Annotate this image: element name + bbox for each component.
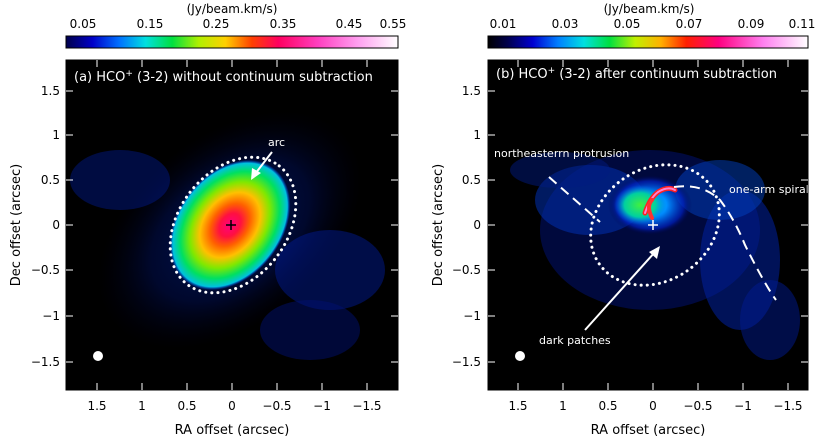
right-cbar-tick: 0.05 — [614, 17, 641, 31]
right-colorbar — [487, 35, 809, 49]
right-ytick: −0.5 — [452, 263, 481, 277]
right-ytick: −1.5 — [452, 355, 481, 369]
left-ytick: −0.5 — [31, 263, 60, 277]
left-ytick: 0 — [52, 218, 60, 232]
right-cbar-tick: 0.07 — [676, 17, 703, 31]
right-protrusion-dashed-line — [548, 176, 601, 223]
right-beam-ellipse — [515, 351, 525, 361]
left-ytick: −1.5 — [31, 355, 60, 369]
right-ylabel: Dec offset (arcsec) — [431, 164, 446, 286]
left-cbar-tick: 0.05 — [70, 17, 97, 31]
left-cbar-tick: 0.45 — [336, 17, 363, 31]
right-ytick: 0.5 — [462, 173, 481, 187]
right-xtick: 0 — [649, 399, 657, 413]
left-colorbar — [65, 35, 399, 49]
right-cbar-tick: 0.09 — [738, 17, 765, 31]
right-ytick-labels: 1.5 1 0.5 0 −0.5 −1 −1.5 — [452, 84, 481, 369]
left-beam-ellipse — [93, 351, 103, 361]
right-xtick: 1.5 — [508, 399, 527, 413]
right-colorbar-unit: (Jy/beam.km/s) — [604, 2, 695, 16]
left-panel: (Jy/beam.km/s) 0.05 0.15 0.25 0.35 0.45 … — [9, 2, 407, 438]
left-disk-outline — [168, 155, 298, 295]
right-xtick: −0.5 — [683, 399, 712, 413]
left-panel-title: (a) HCO+ (3-2) without continuum subtrac… — [74, 69, 373, 85]
right-protrusion-label: northeasterrn protrusion — [494, 147, 629, 160]
left-cbar-tick: 0.35 — [270, 17, 297, 31]
right-xtick: 1 — [559, 399, 567, 413]
right-xtick: 0.5 — [598, 399, 617, 413]
right-tick-marks — [488, 60, 808, 390]
left-xtick: −1.5 — [352, 399, 381, 413]
right-disk-outline — [589, 163, 721, 287]
left-xtick: 1 — [138, 399, 146, 413]
right-colorbar-ticks: 0.01 0.03 0.05 0.07 0.09 0.11 — [490, 17, 816, 31]
right-panel: (Jy/beam.km/s) 0.01 0.03 0.05 0.07 0.09 … — [431, 2, 815, 438]
left-xtick-labels: 1.5 1 0.5 0 −0.5 −1 −1.5 — [87, 399, 381, 413]
right-ytick: 1 — [473, 128, 481, 142]
right-spiral-label: one-arm spiral — [729, 183, 809, 196]
left-cbar-tick: 0.25 — [203, 17, 230, 31]
left-arc-label: arc — [268, 136, 285, 149]
right-cbar-tick: 0.01 — [490, 17, 517, 31]
left-xlabel: RA offset (arcsec) — [175, 423, 290, 438]
right-cbar-tick: 0.11 — [789, 17, 816, 31]
right-image — [510, 150, 800, 360]
left-ytick: 1.5 — [41, 84, 60, 98]
left-xtick: −0.5 — [262, 399, 291, 413]
left-colorbar-ticks: 0.05 0.15 0.25 0.35 0.45 0.55 — [70, 17, 407, 31]
right-cbar-tick: 0.03 — [552, 17, 579, 31]
right-center-cross — [648, 220, 658, 230]
left-ytick: −1 — [42, 309, 60, 323]
left-ytick-labels: 1.5 1 0.5 0 −0.5 −1 −1.5 — [31, 84, 60, 369]
left-cbar-tick: 0.15 — [137, 17, 164, 31]
right-ytick: 1.5 — [462, 84, 481, 98]
left-cbar-tick: 0.55 — [380, 17, 407, 31]
left-xtick: −1 — [313, 399, 331, 413]
left-ytick: 1 — [52, 128, 60, 142]
right-xtick: −1 — [734, 399, 752, 413]
left-xtick: 1.5 — [87, 399, 106, 413]
right-xtick-labels: 1.5 1 0.5 0 −0.5 −1 −1.5 — [508, 399, 802, 413]
right-ytick: −1 — [463, 309, 481, 323]
left-ytick: 0.5 — [41, 173, 60, 187]
left-xtick: 0 — [228, 399, 236, 413]
right-ytick: 0 — [473, 218, 481, 232]
right-xlabel: RA offset (arcsec) — [591, 423, 706, 438]
right-panel-title: (b) HCO+ (3-2) after continuum subtracti… — [496, 66, 777, 82]
left-arc-arrow — [251, 151, 273, 180]
left-center-cross — [226, 220, 236, 230]
left-tick-marks — [66, 60, 398, 390]
right-patches-label: dark patches — [539, 334, 611, 347]
left-xtick: 0.5 — [177, 399, 196, 413]
left-ylabel: Dec offset (arcsec) — [9, 164, 24, 286]
right-patches-arrow — [584, 246, 660, 331]
right-xtick: −1.5 — [773, 399, 802, 413]
left-colorbar-unit: (Jy/beam.km/s) — [187, 2, 278, 16]
right-spiral-dashed-line — [673, 185, 777, 301]
